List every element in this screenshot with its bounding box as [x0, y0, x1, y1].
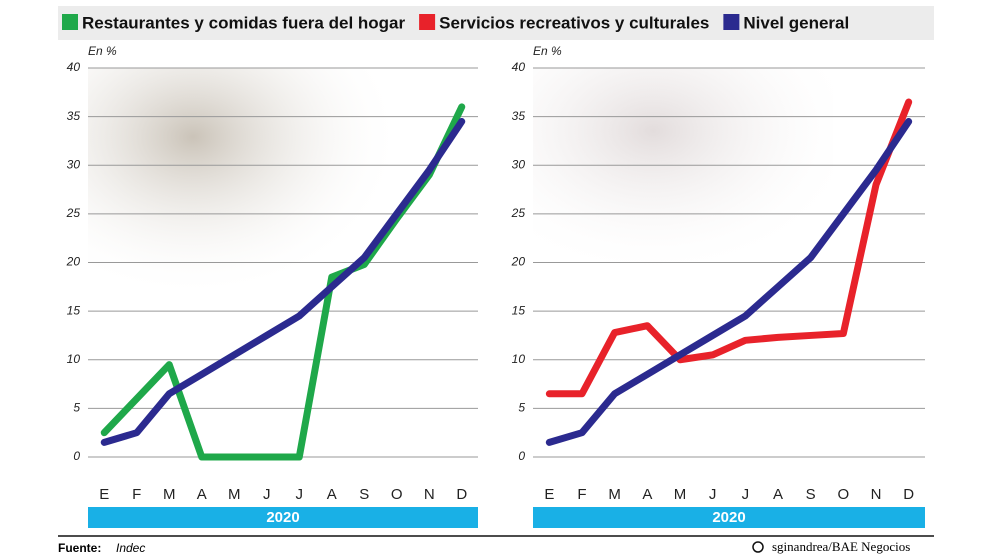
x-tick-label: J: [709, 486, 717, 503]
y-tick-label: 15: [67, 303, 81, 317]
source-text: Indec: [116, 541, 145, 555]
series-line: [100, 117, 466, 446]
x-tick-label: A: [327, 486, 337, 503]
x-tick-label: M: [163, 486, 176, 503]
y-tick-label: 30: [67, 157, 81, 171]
y-tick-label: 20: [511, 255, 526, 269]
legend-swatch: [723, 14, 740, 30]
photo: [88, 68, 388, 298]
y-tick-label: 40: [512, 60, 526, 74]
x-tick-label: M: [608, 486, 621, 503]
x-tick-label: F: [132, 486, 141, 503]
x-tick-label: J: [742, 486, 750, 503]
legend-label: Servicios recreativos y culturales: [439, 13, 709, 32]
year-band: [533, 507, 925, 528]
y-tick-label: 15: [512, 303, 526, 317]
legend-swatch: [419, 14, 436, 30]
source-label: Fuente:: [58, 541, 101, 555]
y-tick-label: 25: [66, 206, 81, 220]
x-tick-label: O: [837, 486, 849, 503]
y-axis-label: En %: [533, 44, 562, 58]
x-tick-label: E: [99, 486, 109, 503]
photo: [533, 68, 833, 278]
legend: Restaurantes y comidas fuera del hogar Se…: [62, 13, 849, 32]
x-tick-label: M: [674, 486, 687, 503]
year-label: 2020: [266, 509, 299, 526]
y-tick-label: 10: [67, 352, 81, 366]
year-band: [88, 507, 478, 528]
series-line: [545, 117, 913, 446]
y-tick-label: 0: [518, 449, 525, 463]
y-tick-label: 20: [66, 255, 81, 269]
x-tick-label: M: [228, 486, 241, 503]
year-label: 2020: [712, 509, 745, 526]
x-tick-label: J: [296, 486, 304, 503]
x-tick-label: S: [806, 486, 816, 503]
y-tick-label: 25: [511, 206, 526, 220]
y-axis-label: En %: [88, 44, 117, 58]
x-tick-label: O: [391, 486, 403, 503]
x-tick-label: D: [903, 486, 914, 503]
x-tick-label: E: [544, 486, 554, 503]
y-tick-label: 40: [67, 60, 81, 74]
credit: sginandrea/BAE Negocios: [772, 539, 910, 554]
x-tick-label: J: [263, 486, 271, 503]
y-tick-label: 35: [512, 109, 526, 123]
x-tick-label: N: [424, 486, 435, 503]
legend-label: Nivel general: [743, 13, 849, 32]
series-line: [545, 98, 913, 398]
y-tick-label: 30: [512, 157, 526, 171]
instagram-icon: [752, 541, 764, 553]
y-tick-label: 35: [67, 109, 81, 123]
x-tick-label: N: [871, 486, 882, 503]
y-tick-label: 5: [518, 401, 525, 415]
legend-label: Restaurantes y comidas fuera del hogar: [82, 13, 405, 32]
x-tick-label: F: [577, 486, 586, 503]
x-tick-label: D: [456, 486, 467, 503]
x-tick-label: S: [359, 486, 369, 503]
x-tick-label: A: [773, 486, 783, 503]
x-tick-label: A: [642, 486, 652, 503]
x-tick-label: A: [197, 486, 207, 503]
y-tick-label: 0: [73, 449, 80, 463]
y-tick-label: 5: [73, 401, 80, 415]
legend-bg: [58, 6, 934, 40]
y-tick-label: 10: [512, 352, 526, 366]
legend-swatch: [62, 14, 78, 30]
